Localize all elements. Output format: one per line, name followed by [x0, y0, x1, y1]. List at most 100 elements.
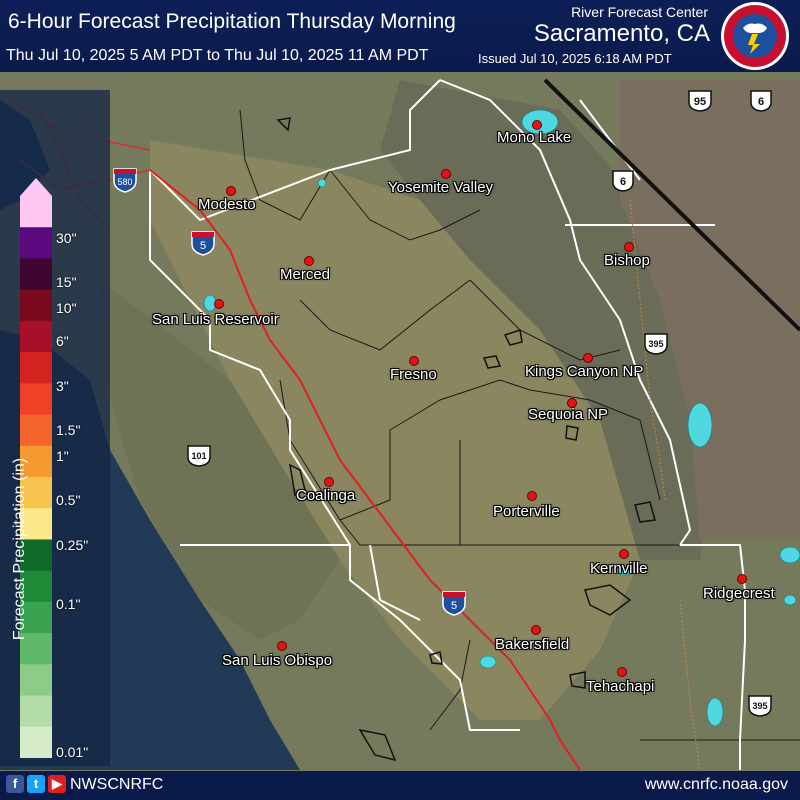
precip-legend: Forecast Precipitation (in) 30" 15" 10" 6" 3… — [0, 90, 110, 766]
city-dot — [737, 574, 747, 584]
aqueduct-line — [629, 199, 701, 771]
social-handle[interactable]: NWSCNRFC — [70, 776, 164, 793]
city-label: Tehachapi — [586, 678, 655, 695]
us-6-shield-north: 6 — [750, 90, 772, 112]
legend-arrow-tip — [20, 178, 52, 196]
city-dot — [624, 242, 634, 252]
legend-label: 0.5" — [56, 492, 81, 508]
city-label: Coalinga — [296, 487, 356, 504]
website-link[interactable]: www.cnrfc.noaa.gov — [644, 776, 788, 793]
youtube-icon[interactable]: ▶ — [48, 775, 66, 793]
svg-text:6: 6 — [620, 176, 626, 188]
legend-label: 6" — [56, 333, 69, 349]
us-395-shield-north: 395 — [644, 333, 668, 355]
interstate-5-shield-north: 5 — [191, 231, 215, 256]
city-label: Bakersfield — [495, 636, 570, 653]
city-dot — [527, 491, 537, 501]
city-label: Mono Lake — [497, 129, 572, 146]
interstate-5-shield-south: 5 — [442, 591, 466, 616]
legend-swatch — [20, 445, 52, 478]
svg-text:6: 6 — [758, 96, 764, 108]
office-name: River Forecast Center — [571, 4, 708, 20]
us-6-shield-south: 6 — [612, 170, 634, 192]
city-dot — [567, 398, 577, 408]
reservoir-outlines — [276, 117, 656, 762]
legend-label: 0.1" — [56, 596, 81, 612]
legend-label: 1" — [56, 448, 69, 464]
us-95-shield: 95 — [688, 90, 712, 112]
svg-text:5: 5 — [200, 240, 206, 252]
city-label: Sequoia NP — [528, 406, 609, 423]
legend-label: 0.25" — [56, 537, 89, 553]
legend-label: 15" — [56, 274, 77, 290]
issued-time: Issued Jul 10, 2025 6:18 AM PDT — [478, 51, 672, 66]
office-location: Sacramento, CA — [533, 20, 710, 47]
svg-text:395: 395 — [752, 701, 767, 711]
city-label: San Luis Reservoir — [152, 311, 279, 328]
legend-swatch — [20, 508, 52, 540]
city-dot — [441, 169, 451, 179]
legend-label: 0.01" — [56, 744, 89, 760]
legend-swatch — [20, 320, 52, 353]
coastal-range — [100, 280, 340, 640]
legend-swatch — [20, 726, 52, 758]
page-title: 6-Hour Forecast Precipitation Thursday M… — [8, 10, 456, 33]
city-label: Kernville — [590, 560, 648, 577]
facebook-icon[interactable]: f — [6, 775, 24, 793]
city-label: San Luis Obispo — [222, 652, 333, 669]
city-dot — [214, 299, 224, 309]
legend-swatch — [20, 289, 52, 322]
city-label: Fresno — [390, 366, 437, 383]
legend-swatch — [20, 570, 52, 603]
city-label: Bishop — [604, 252, 650, 269]
header-bar: 6-Hour Forecast Precipitation Thursday M… — [0, 0, 800, 72]
legend-title: Forecast Precipitation (in) — [11, 457, 28, 641]
legend-label: 3" — [56, 378, 69, 394]
legend-swatch — [20, 227, 52, 259]
lakes — [203, 109, 800, 727]
city-label: Ridgecrest — [703, 585, 775, 602]
legend-swatch — [20, 695, 52, 728]
city-dot — [277, 641, 287, 651]
legend-swatch — [20, 352, 52, 384]
us-395-shield-south: 395 — [748, 695, 772, 717]
svg-text:95: 95 — [694, 96, 706, 108]
city-dot — [583, 353, 593, 363]
legend-label: 10" — [56, 300, 77, 316]
city-label: Modesto — [198, 196, 256, 213]
city-dot — [409, 356, 419, 366]
city-dot — [532, 120, 542, 130]
legend-swatch — [20, 258, 52, 291]
legend-swatch — [20, 383, 52, 416]
legend-color-bar — [20, 178, 52, 758]
legend-swatch — [20, 196, 52, 228]
social-icons: f t ▶ — [6, 775, 66, 793]
footer-bar: f t ▶ NWSCNRFC www.cnrfc.noaa.gov — [0, 771, 800, 800]
legend-swatch — [20, 539, 52, 572]
city-label: Merced — [280, 266, 331, 283]
city-dot — [226, 186, 236, 196]
city-dot — [617, 667, 627, 677]
nws-logo-icon — [721, 2, 789, 70]
state-line — [543, 78, 800, 332]
city-dot — [619, 549, 629, 559]
central-valley — [150, 140, 640, 720]
legend-swatch — [20, 601, 52, 634]
legend-swatch — [20, 414, 52, 447]
city-dot — [324, 477, 334, 487]
main-river-line — [149, 169, 581, 771]
svg-text:5: 5 — [451, 600, 457, 612]
svg-text:580: 580 — [117, 177, 132, 187]
basin-borders — [149, 79, 746, 770]
city-label: Yosemite Valley — [388, 179, 494, 196]
city-dot — [304, 256, 314, 266]
twitter-icon[interactable]: t — [27, 775, 45, 793]
legend-swatch — [20, 633, 52, 665]
svg-text:101: 101 — [191, 451, 206, 461]
city-label: Kings Canyon NP — [525, 363, 644, 380]
city-label: Porterville — [493, 503, 560, 520]
us-101-shield: 101 — [187, 445, 211, 467]
svg-text:395: 395 — [648, 339, 663, 349]
